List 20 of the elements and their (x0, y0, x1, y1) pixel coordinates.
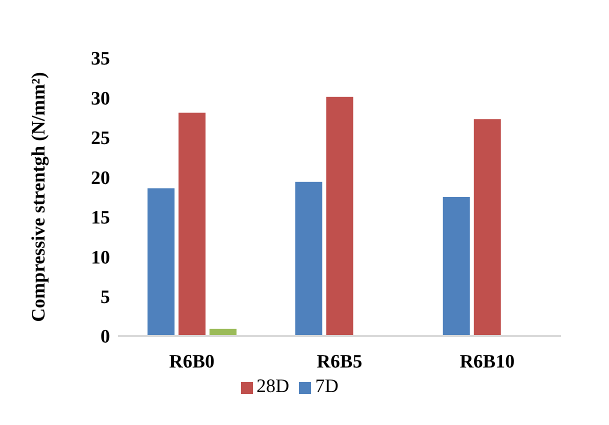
bar (295, 182, 322, 336)
bar (326, 96, 354, 336)
y-tick-label: 20 (91, 168, 110, 189)
legend-label: 7D (315, 376, 338, 397)
x-tick-label: R6B0 (169, 351, 215, 372)
y-tick-label: 0 (100, 326, 110, 348)
y-axis-title: Compressive strentgh (N/mm²) (28, 72, 50, 322)
x-tick-label: R6B5 (316, 351, 362, 372)
y-tick-label: 5 (100, 287, 110, 308)
legend-label: 28D (256, 376, 290, 397)
bar (442, 197, 470, 336)
y-tick-label: 30 (91, 88, 110, 110)
y-tick-label: 35 (91, 48, 110, 70)
bar (148, 188, 175, 336)
x-tick-label: R6B10 (460, 351, 515, 372)
bar (178, 112, 206, 336)
y-tick-label: 10 (91, 247, 110, 268)
bar (474, 119, 501, 336)
y-tick-label: 15 (91, 208, 110, 229)
y-tick-label: 25 (91, 128, 110, 150)
